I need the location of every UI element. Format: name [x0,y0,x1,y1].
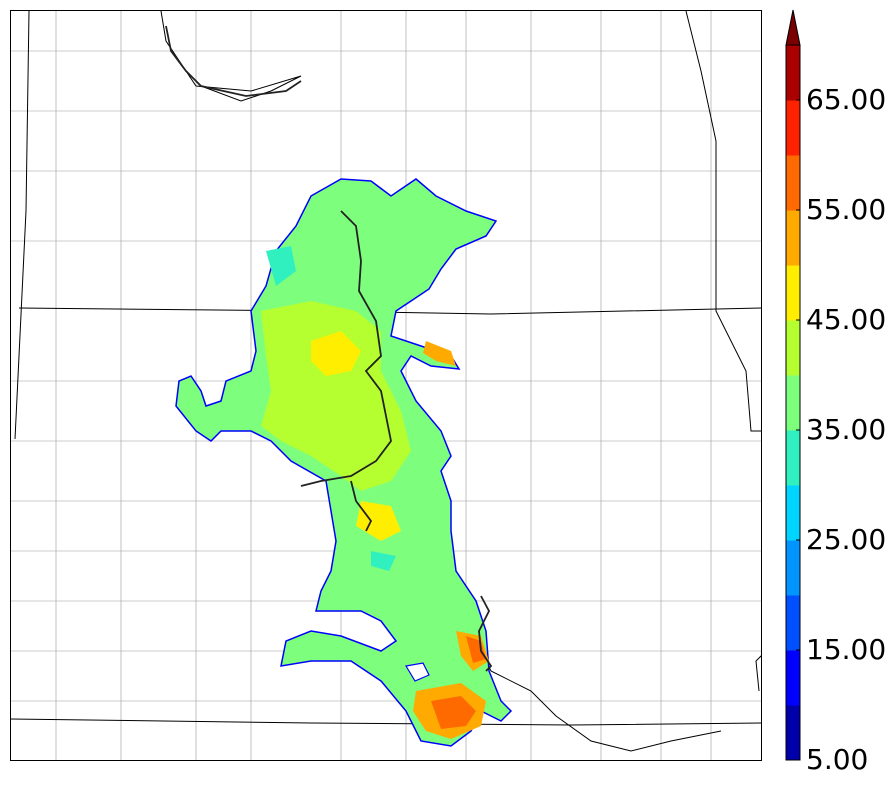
field-cyan-2 [371,551,396,571]
field-hole [405,662,430,682]
colorbar-segment [786,100,800,156]
colorbar-label-5: 5.00 [806,743,869,776]
colorbar-label-35: 35.00 [806,413,887,446]
rivers [165,25,493,672]
map-canvas [11,11,761,760]
colorbar-segment [786,650,800,706]
colorbar-segment [786,705,800,761]
colorbar-segment [786,210,800,266]
colorbar-label-25: 25.00 [806,523,887,556]
colorbar-segment [786,595,800,651]
field-red-2 [431,696,476,729]
colorbar-segment [786,540,800,596]
field-cyan-1 [266,246,296,286]
colorbar [785,9,801,761]
field-yellow-1 [311,331,361,376]
field-yellow-2 [356,501,401,541]
map-panel [10,10,762,761]
colorbar-segment [786,45,800,101]
colorbar-label-15: 15.00 [806,633,887,666]
colorbar-label-45: 45.00 [806,303,887,336]
colorbar-extend-arrow [785,9,801,46]
contour-field [175,178,513,747]
colorbar-segment [786,265,800,321]
colorbar-label-55: 55.00 [806,193,887,226]
colorbar-segment [786,375,800,431]
colorbar-segment [786,155,800,211]
colorbar-segment [786,320,800,376]
colorbar-border [785,44,801,761]
colorbar-segment [786,485,800,541]
field-orange-1 [423,341,456,366]
colorbar-label-65: 65.00 [806,83,887,116]
field-yellowgreen [261,301,411,491]
colorbar-segment [786,430,800,486]
